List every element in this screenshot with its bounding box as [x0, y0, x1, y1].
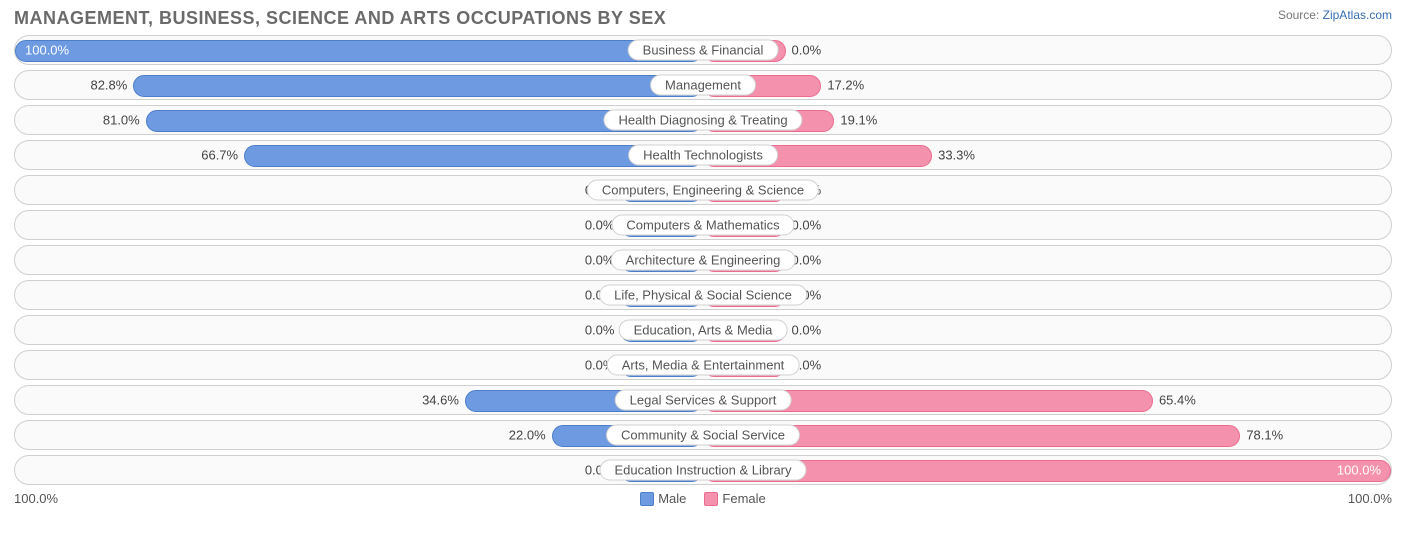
category-label: Life, Physical & Social Science [599, 285, 807, 306]
chart-row: 0.0%0.0%Life, Physical & Social Science [14, 280, 1392, 310]
legend-label-female: Female [722, 491, 765, 506]
female-pct-label: 33.3% [938, 148, 975, 163]
female-pct-label: 100.0% [1337, 463, 1381, 478]
female-pct-label: 78.1% [1246, 428, 1283, 443]
category-label: Health Technologists [628, 145, 778, 166]
male-pct-label: 81.0% [103, 113, 140, 128]
male-bar [15, 40, 703, 62]
male-pct-label: 100.0% [25, 43, 69, 58]
source-value: ZipAtlas.com [1323, 8, 1392, 22]
category-label: Education Instruction & Library [599, 460, 806, 481]
legend: Male Female [640, 491, 766, 506]
category-label: Arts, Media & Entertainment [607, 355, 800, 376]
female-pct-label: 17.2% [827, 78, 864, 93]
category-label: Health Diagnosing & Treating [603, 110, 802, 131]
chart-row: 100.0% 0.0% Business & Financial [14, 35, 1392, 65]
female-pct-label: 0.0% [792, 43, 822, 58]
category-label: Community & Social Service [606, 425, 800, 446]
category-label: Computers, Engineering & Science [587, 180, 819, 201]
category-label: Legal Services & Support [615, 390, 792, 411]
chart-rows: 100.0% 0.0% Business & Financial 82.8% 17.2%… [14, 35, 1392, 485]
chart-source: Source: ZipAtlas.com [1278, 8, 1392, 22]
chart-row: 66.7% 33.3% Health Technologists [14, 140, 1392, 170]
chart-row: 82.8% 17.2% Management [14, 70, 1392, 100]
legend-item-male: Male [640, 491, 686, 506]
male-pct-label: 0.0% [585, 323, 615, 338]
male-pct-label: 34.6% [422, 393, 459, 408]
chart-row: 81.0% 19.1% Health Diagnosing & Treating [14, 105, 1392, 135]
male-pct-label: 66.7% [201, 148, 238, 163]
legend-label-male: Male [658, 491, 686, 506]
source-label: Source: [1278, 8, 1319, 22]
chart-footer: 100.0% Male Female 100.0% [14, 491, 1392, 506]
male-pct-label: 0.0% [585, 218, 615, 233]
category-label: Computers & Mathematics [611, 215, 794, 236]
chart-row: 34.6% 65.4% Legal Services & Support [14, 385, 1392, 415]
chart-header: MANAGEMENT, BUSINESS, SCIENCE AND ARTS O… [14, 8, 1392, 29]
male-pct-label: 22.0% [509, 428, 546, 443]
male-pct-label: 82.8% [90, 78, 127, 93]
category-label: Architecture & Engineering [611, 250, 796, 271]
legend-swatch-male [640, 492, 654, 506]
female-pct-label: 0.0% [792, 253, 822, 268]
legend-item-female: Female [704, 491, 765, 506]
chart-title: MANAGEMENT, BUSINESS, SCIENCE AND ARTS O… [14, 8, 666, 29]
axis-right-label: 100.0% [1348, 491, 1392, 506]
female-pct-label: 19.1% [840, 113, 877, 128]
axis-left-label: 100.0% [14, 491, 58, 506]
chart-row: 0.0% 0.0% Education, Arts & Media [14, 315, 1392, 345]
chart-row: 0.0%0.0%Computers, Engineering & Science [14, 175, 1392, 205]
chart-row: 0.0% 0.0%Computers & Mathematics [14, 210, 1392, 240]
chart-container: MANAGEMENT, BUSINESS, SCIENCE AND ARTS O… [0, 0, 1406, 516]
male-bar [133, 75, 703, 97]
legend-swatch-female [704, 492, 718, 506]
female-pct-label: 0.0% [792, 323, 822, 338]
female-pct-label: 65.4% [1159, 393, 1196, 408]
chart-row: 0.0%100.0%Education Instruction & Librar… [14, 455, 1392, 485]
category-label: Management [650, 75, 756, 96]
female-pct-label: 0.0% [792, 218, 822, 233]
category-label: Business & Financial [628, 40, 779, 61]
chart-row: 22.0% 78.1% Community & Social Service [14, 420, 1392, 450]
chart-row: 0.0%0.0%Architecture & Engineering [14, 245, 1392, 275]
chart-row: 0.0%0.0%Arts, Media & Entertainment [14, 350, 1392, 380]
category-label: Education, Arts & Media [619, 320, 788, 341]
